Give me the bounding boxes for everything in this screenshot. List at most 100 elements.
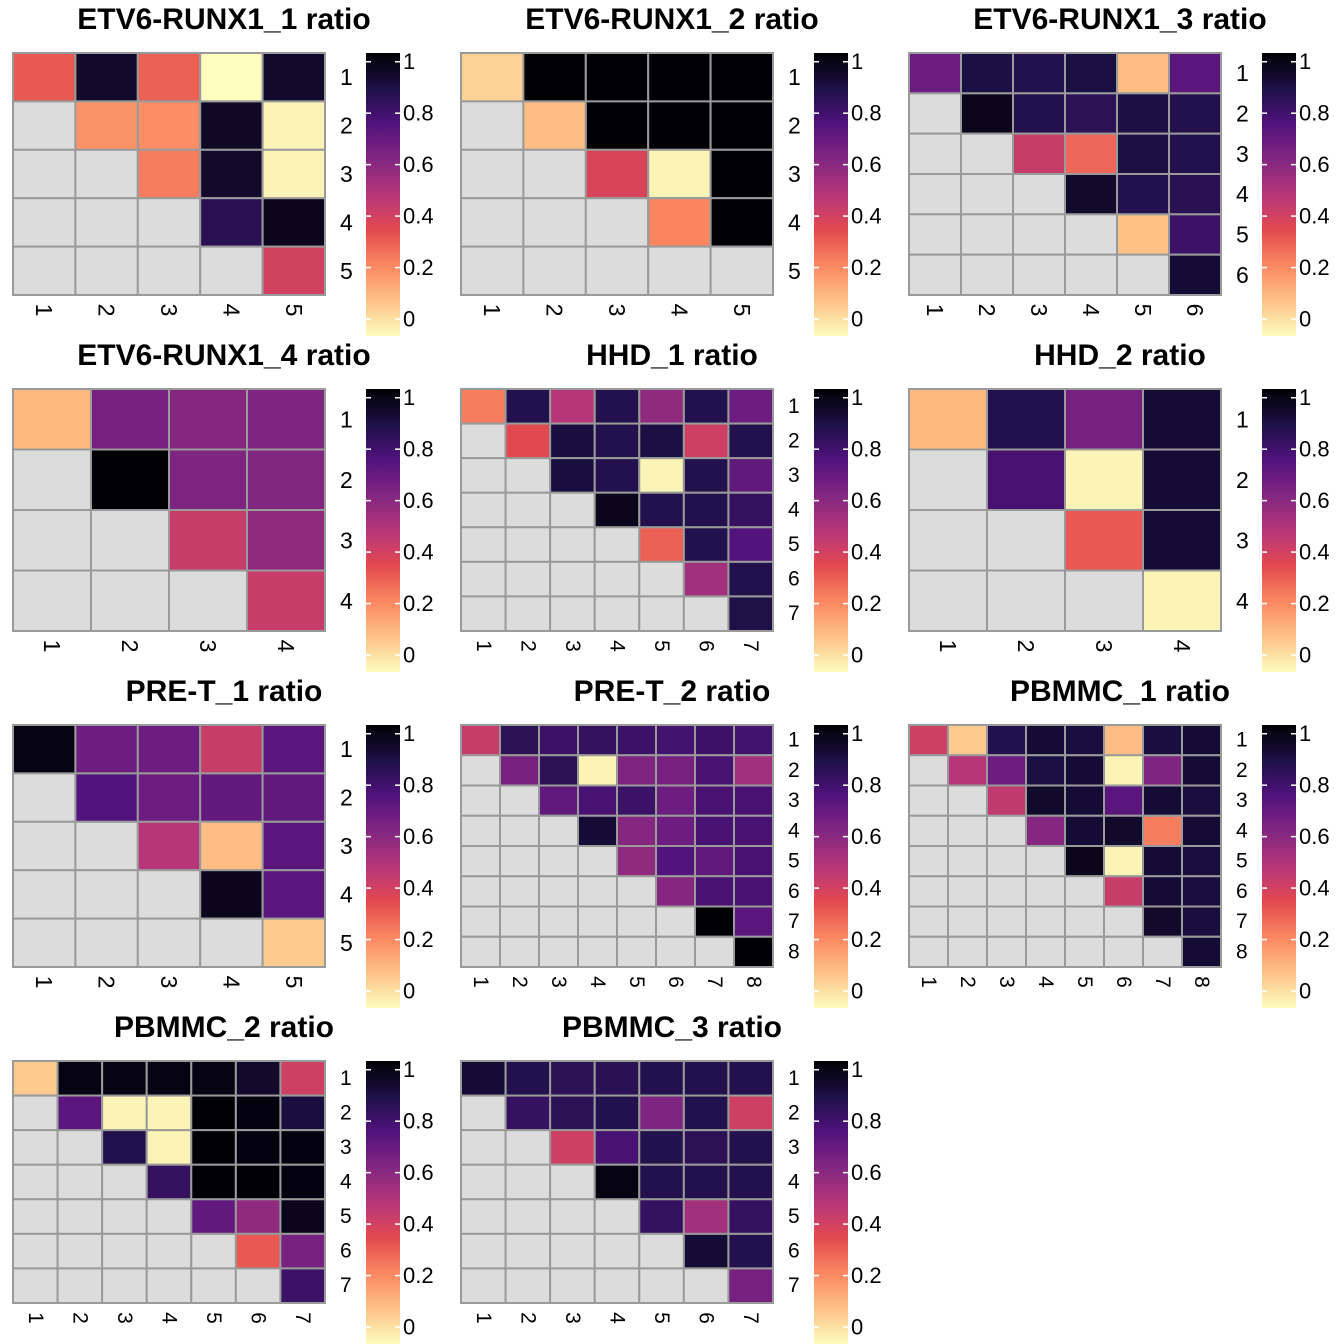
colorbar-tick-label: 0.8 — [851, 437, 882, 462]
heatmap-cell — [549, 457, 596, 494]
colorbar-tick-label: 0.2 — [851, 591, 882, 616]
colorbar-tick-label: 0.4 — [403, 876, 434, 901]
colorbar-tick-label: 0.8 — [403, 101, 434, 126]
col-label: 3 — [604, 304, 630, 317]
heatmap-panel: PBMMC_3 ratio 1 2 3 4 5 6 7 1 2 3 4 5 6 7 0 0.2 0.4 0.6 0.8… — [448, 1008, 896, 1344]
heatmap-cell — [908, 724, 949, 757]
heatmap-cell — [136, 197, 202, 248]
heatmap-cell — [279, 1094, 326, 1132]
heatmap-svg: 1 2 3 4 1 2 3 4 0 0.2 0.4 0.6 0.8 1 — [908, 385, 1330, 672]
heatmap-cell — [101, 1163, 148, 1201]
row-label: 2 — [1236, 759, 1248, 782]
heatmap-cell — [727, 1060, 774, 1097]
heatmap-cell — [246, 388, 326, 451]
col-label: 2 — [974, 304, 1000, 317]
heatmap-cell — [593, 1198, 641, 1235]
colorbar-tick-label: 0 — [1299, 979, 1311, 1004]
heatmap-svg: 1 2 3 4 5 6 7 8 1 2 3 4 5 6 7 8 0 0.2 0.4 0.6 0.8 1 — [908, 721, 1330, 1008]
heatmap-cell — [682, 1232, 730, 1270]
heatmap-cell — [101, 1198, 148, 1235]
col-label: 3 — [547, 976, 570, 988]
row-label: 3 — [788, 789, 800, 812]
heatmap-cell — [1103, 905, 1144, 938]
row-label: 7 — [1236, 910, 1248, 933]
col-label: 1 — [479, 304, 505, 317]
colorbar-tick-label: 1 — [851, 1057, 863, 1082]
colorbar-tick-label: 0.6 — [1299, 488, 1330, 513]
heatmap-cell — [504, 422, 552, 460]
heatmap-cell — [694, 905, 735, 938]
colorbar-tick-label: 0.2 — [851, 1263, 882, 1288]
col-label: 7 — [739, 640, 762, 652]
colorbar-tick-label: 0.8 — [851, 773, 882, 798]
heatmap-cell — [1116, 173, 1170, 216]
heatmap-cell — [638, 491, 685, 529]
heatmap-cell — [74, 820, 139, 872]
heatmap-panel: PRE-T_1 ratio 1 2 3 4 5 1 2 3 4 5 0 0.2 0.4 0.6 0.8 1 — [0, 672, 448, 1008]
heatmap-cell — [1012, 132, 1066, 176]
heatmap-cell — [549, 1060, 596, 1097]
heatmap-cell — [1025, 784, 1066, 817]
row-label: 7 — [788, 602, 800, 625]
col-label: 1 — [39, 640, 65, 653]
row-label: 3 — [788, 1136, 800, 1159]
heatmap-cell — [1064, 253, 1118, 297]
heatmap-cell — [694, 935, 735, 968]
heatmap-cell — [986, 814, 1027, 847]
heatmap-cell — [279, 1232, 326, 1270]
heatmap-cell — [234, 1094, 282, 1132]
heatmap-cell — [577, 754, 618, 787]
colorbar-tick-label: 0.6 — [403, 1160, 434, 1185]
heatmap-cell — [682, 560, 730, 598]
heatmap-cell — [504, 1198, 552, 1235]
heatmap-cell — [616, 814, 657, 847]
heatmap-cell — [727, 560, 774, 598]
col-label: 5 — [1130, 304, 1156, 317]
heatmap-cell — [234, 1198, 282, 1235]
heatmap-cell — [960, 132, 1014, 176]
heatmap-cell — [12, 1163, 59, 1201]
heatmap-cell — [460, 1232, 507, 1270]
heatmap-cell — [709, 245, 775, 297]
heatmap-cell — [593, 1232, 641, 1270]
heatmap-cell — [460, 845, 501, 878]
heatmap-cell — [1103, 845, 1144, 878]
row-label: 2 — [788, 1101, 800, 1124]
heatmap-cell — [1181, 845, 1222, 878]
heatmap-cell — [655, 724, 696, 757]
heatmap-cell — [145, 1232, 193, 1270]
heatmap-cell — [1168, 52, 1222, 95]
heatmap-cell — [12, 724, 77, 775]
colorbar — [814, 53, 848, 336]
heatmap-cell — [504, 560, 552, 598]
heatmap-cell — [12, 52, 77, 103]
heatmap-cell — [1064, 509, 1144, 572]
row-label: 8 — [1236, 940, 1248, 963]
col-label: 2 — [117, 640, 143, 653]
row-label: 4 — [340, 881, 353, 907]
heatmap-cell — [549, 1267, 596, 1304]
heatmap-cell — [694, 845, 735, 878]
row-label: 4 — [340, 209, 353, 235]
heatmap-cell — [504, 1163, 552, 1201]
col-label: 8 — [742, 976, 765, 988]
heatmap-cell — [638, 595, 685, 632]
col-label: 5 — [650, 640, 673, 652]
heatmap-cell — [1025, 935, 1066, 968]
heatmap-cell — [261, 52, 327, 103]
col-label: 3 — [561, 640, 584, 652]
heatmap-cell — [460, 526, 507, 563]
heatmap-panel: ETV6-RUNX1_1 ratio 1 2 3 4 5 1 2 3 4 5 0 0.2 0.4 0.6 0.… — [0, 0, 448, 336]
colorbar-tick-label: 0.4 — [403, 1212, 434, 1237]
row-label: 2 — [340, 785, 353, 811]
col-label: 3 — [113, 1312, 136, 1324]
heatmap-cell — [460, 1129, 507, 1166]
row-label: 3 — [340, 1136, 352, 1159]
col-label: 6 — [664, 976, 687, 988]
heatmap-cell — [234, 1267, 282, 1304]
colorbar-tick-label: 0.8 — [851, 101, 882, 126]
colorbar-tick-label: 1 — [1299, 385, 1311, 410]
heatmap-cell — [1103, 784, 1144, 817]
col-label: 4 — [666, 304, 692, 317]
heatmap-cell — [460, 560, 507, 598]
